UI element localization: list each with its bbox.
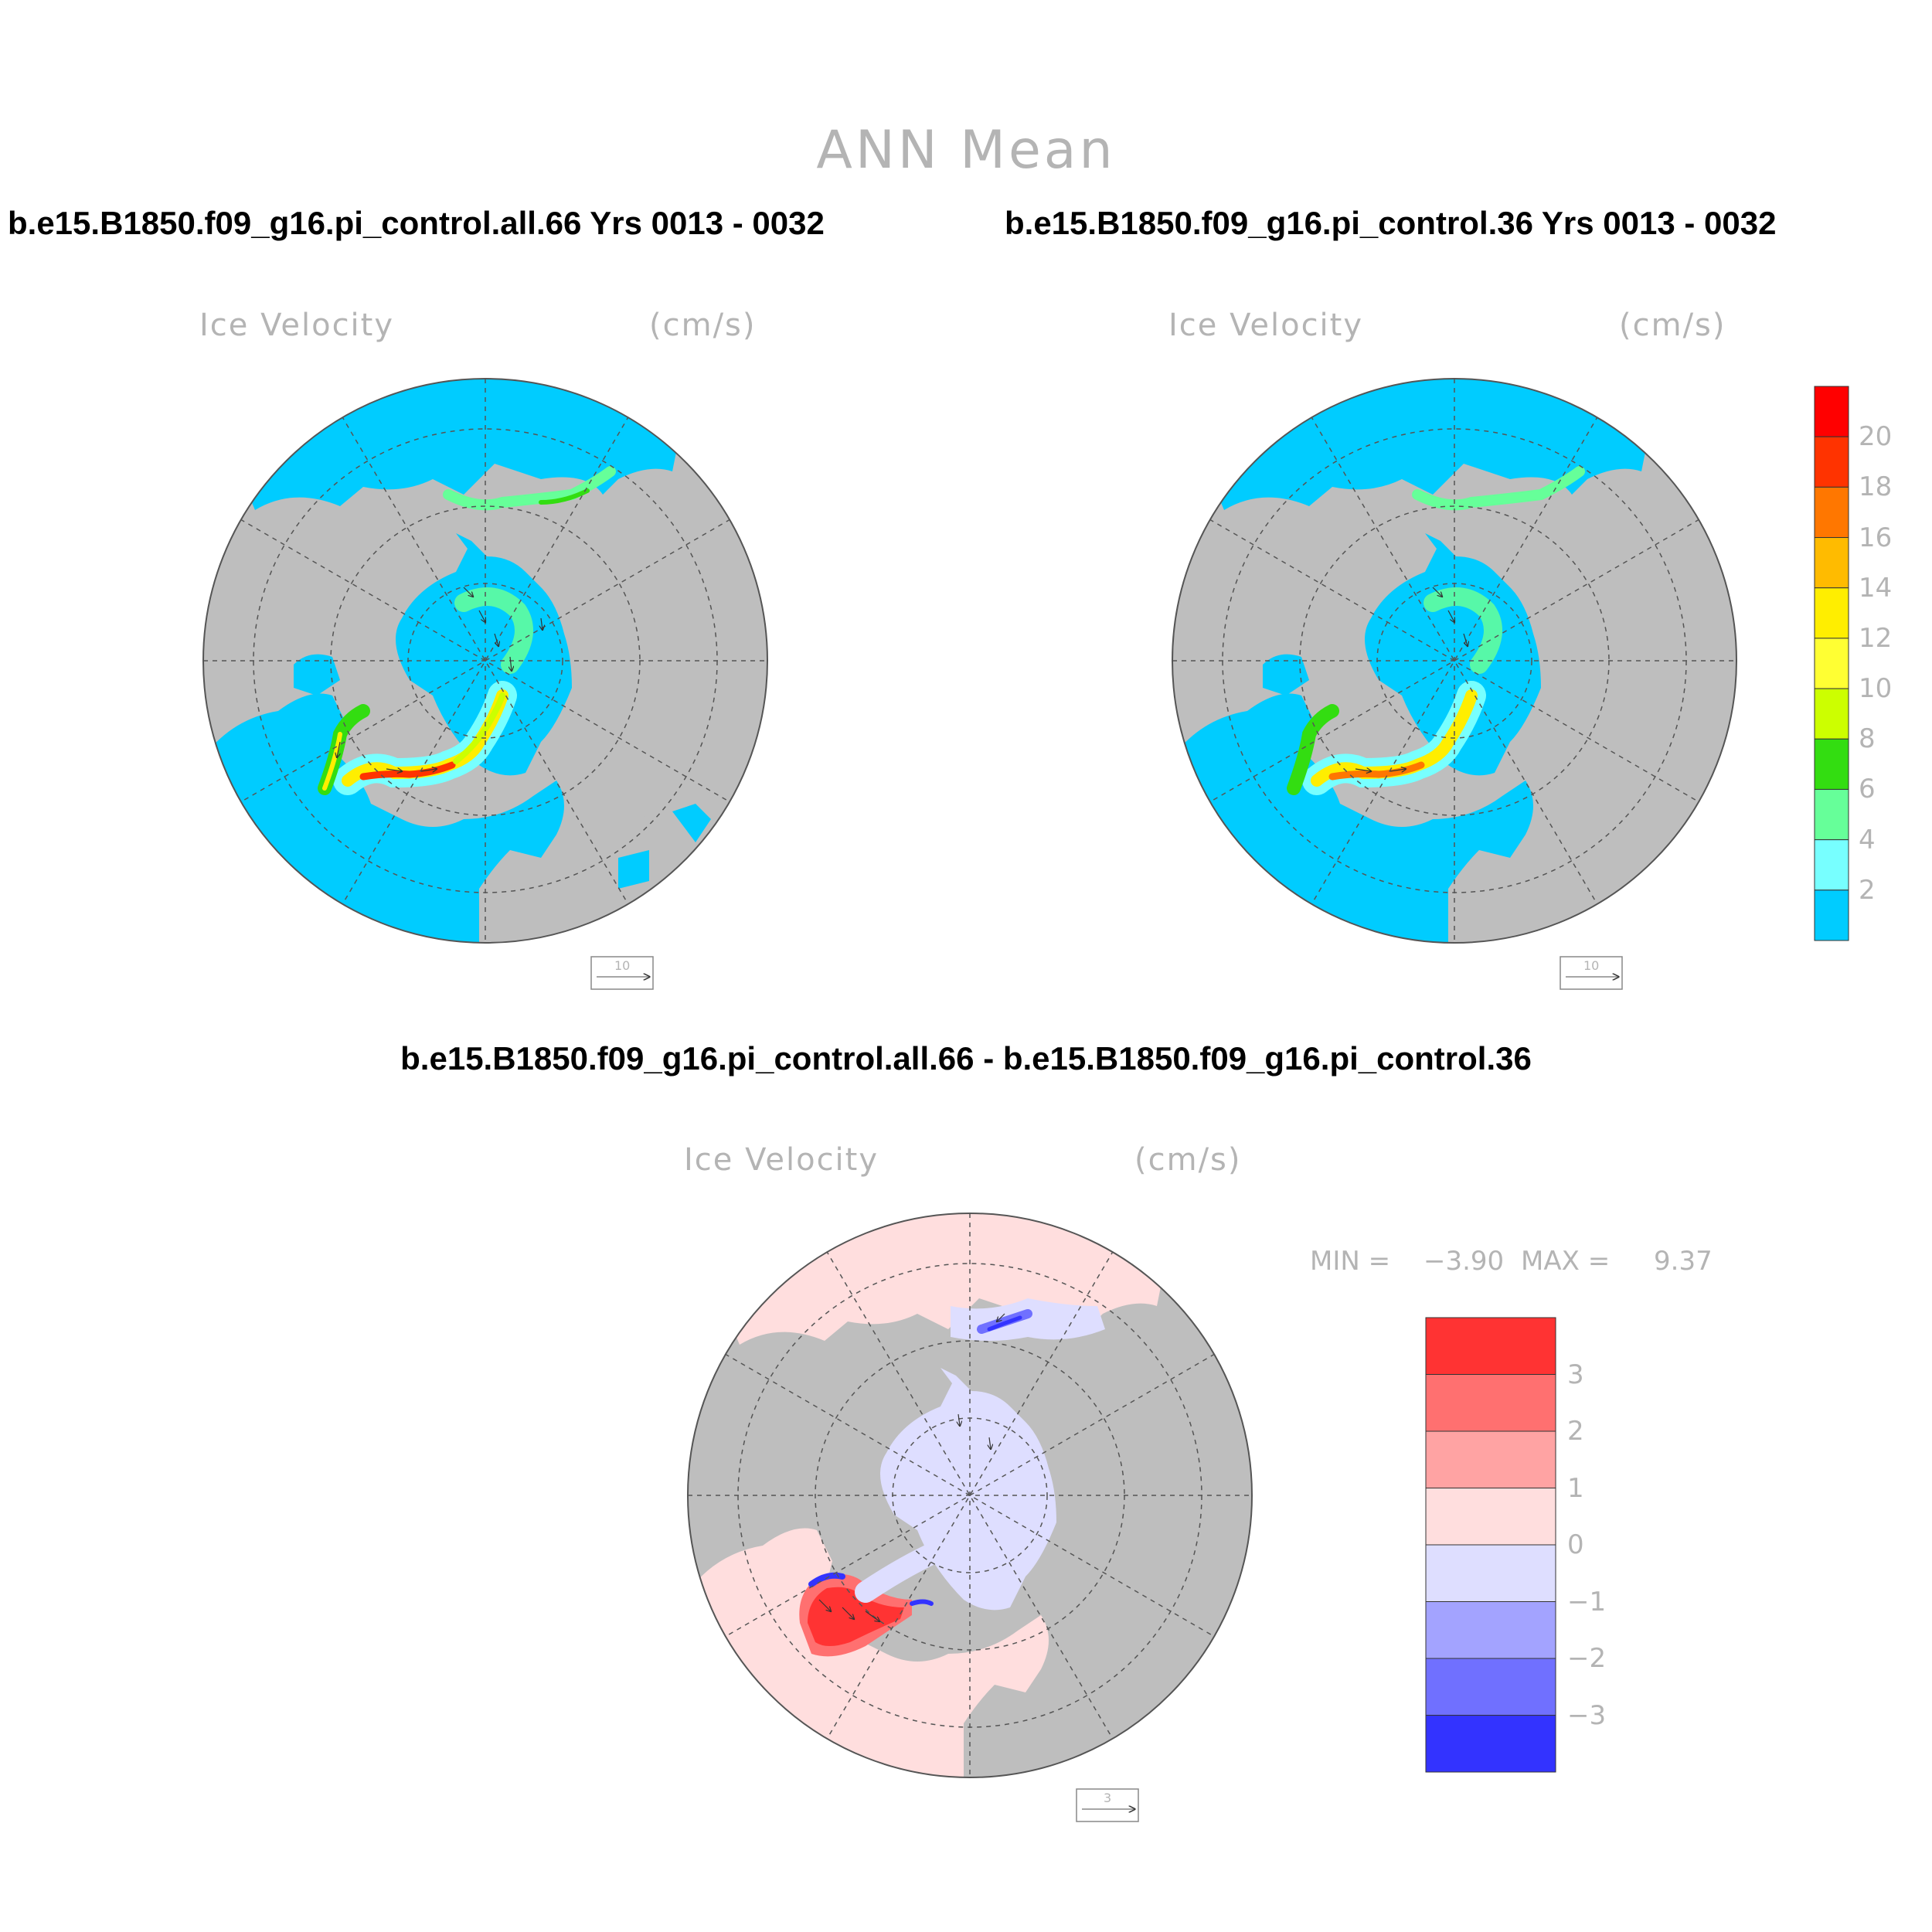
colorbar-difference-swatch [1425, 1544, 1556, 1602]
panel2-variable-label: Ice Velocity [1168, 308, 1364, 343]
colorbar-ice-velocity-swatch [1814, 839, 1849, 891]
diff-case-title: b.e15.B1850.f09_g16.pi_control.all.66 - … [400, 1040, 1532, 1077]
min-label: MIN = [1310, 1246, 1391, 1277]
colorbar-difference-tick-label: 3 [1567, 1359, 1584, 1390]
colorbar-difference-swatch [1425, 1601, 1556, 1659]
colorbar-ice-velocity-tick-label: 8 [1859, 723, 1876, 755]
colorbar-ice-velocity-swatch [1814, 436, 1849, 488]
colorbar-difference [1425, 1317, 1556, 1773]
colorbar-difference-tick-label: −1 [1567, 1586, 1607, 1617]
colorbar-ice-velocity-tick-label: 12 [1859, 622, 1893, 654]
max-value: 9.37 [1654, 1246, 1713, 1277]
main-title: ANN Mean [816, 120, 1116, 181]
colorbar-ice-velocity-swatch [1814, 788, 1849, 841]
colorbar-ice-velocity-tick-label: 14 [1859, 572, 1893, 604]
colorbar-difference-swatch [1425, 1658, 1556, 1716]
colorbar-difference-tick-label: 2 [1567, 1416, 1584, 1447]
panel2-reference-vector-label: 10 [1583, 958, 1600, 973]
colorbar-ice-velocity-swatch [1814, 386, 1849, 437]
diff-reference-vector-box [1076, 1788, 1139, 1822]
colorbar-difference-swatch [1425, 1430, 1556, 1488]
colorbar-ice-velocity [1814, 386, 1849, 941]
panel1-case-title: b.e15.B1850.f09_g16.pi_control.all.66 Yr… [8, 205, 825, 241]
colorbar-difference-swatch [1425, 1715, 1556, 1773]
panel1-variable-label: Ice Velocity [199, 308, 395, 343]
colorbar-difference-tick-label: −2 [1567, 1643, 1607, 1674]
panel1-units-label: (cm/s) [649, 308, 757, 343]
colorbar-difference-tick-label: 1 [1567, 1472, 1584, 1504]
panel1-reference-vector-box [590, 956, 654, 990]
colorbar-ice-velocity-swatch [1814, 889, 1849, 941]
diff-reference-vector-label: 3 [1104, 1791, 1112, 1805]
colorbar-ice-velocity-swatch [1814, 587, 1849, 639]
colorbar-ice-velocity-swatch [1814, 537, 1849, 589]
panel2-reference-vector-box [1560, 956, 1623, 990]
max-label: MAX = [1521, 1246, 1611, 1277]
colorbar-ice-velocity-tick-label: 6 [1859, 774, 1876, 805]
diff-units-label: (cm/s) [1134, 1142, 1242, 1178]
colorbar-ice-velocity-swatch [1814, 486, 1849, 539]
colorbar-ice-velocity-tick-label: 2 [1859, 874, 1876, 906]
min-value: −3.90 [1423, 1246, 1505, 1277]
diff-polar-map [687, 1213, 1253, 1822]
colorbar-ice-velocity-tick-label: 18 [1859, 471, 1893, 503]
colorbar-ice-velocity-swatch [1814, 738, 1849, 790]
diff-variable-label: Ice Velocity [684, 1142, 879, 1178]
colorbar-ice-velocity-tick-label: 16 [1859, 522, 1893, 553]
colorbar-difference-swatch [1425, 1488, 1556, 1546]
panel2-units-label: (cm/s) [1619, 308, 1726, 343]
panel2-polar-map [1172, 378, 1737, 990]
panel1-polar-map [202, 378, 768, 990]
panel1-reference-vector-label: 10 [614, 958, 631, 973]
panel2-case-title: b.e15.B1850.f09_g16.pi_control.36 Yrs 00… [1005, 205, 1777, 241]
colorbar-ice-velocity-swatch [1814, 638, 1849, 689]
panel1-arctic-ocean [396, 533, 572, 776]
colorbar-difference-swatch [1425, 1374, 1556, 1432]
panel1-hudson-bay [294, 654, 340, 696]
colorbar-difference-swatch [1425, 1317, 1556, 1375]
colorbar-difference-tick-label: −3 [1567, 1699, 1607, 1731]
colorbar-ice-velocity-tick-label: 4 [1859, 824, 1876, 855]
colorbar-ice-velocity-tick-label: 10 [1859, 673, 1893, 705]
colorbar-ice-velocity-tick-label: 20 [1859, 421, 1893, 453]
colorbar-difference-tick-label: 0 [1567, 1529, 1584, 1560]
colorbar-ice-velocity-swatch [1814, 688, 1849, 740]
